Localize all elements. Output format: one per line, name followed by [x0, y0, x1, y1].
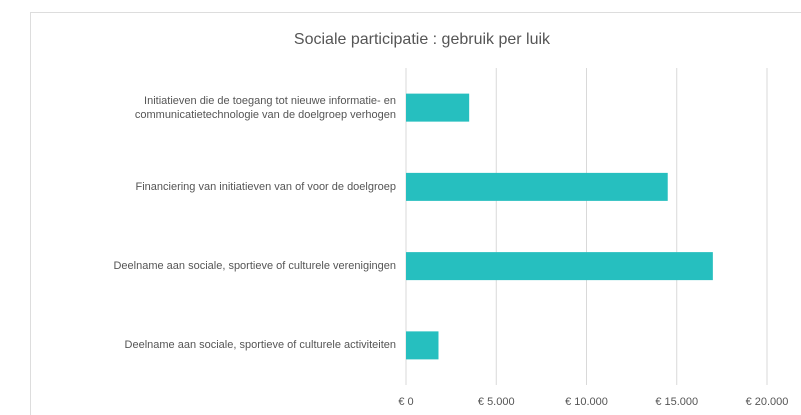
x-tick-label: € 5.000 — [478, 396, 515, 408]
bar — [406, 172, 668, 201]
x-tick-label: € 20.000 — [746, 396, 789, 408]
bar — [406, 93, 470, 122]
y-tick-label: Financiering van initiatieven van of voo… — [135, 180, 397, 193]
x-tick-label: € 10.000 — [565, 396, 608, 408]
y-tick-label: Deelname aan sociale, sportieve of cultu… — [124, 339, 396, 352]
y-tick-label: Deelname aan sociale, sportieve of cultu… — [113, 260, 396, 273]
x-tick-label: € 0 — [398, 396, 413, 408]
chart-title: Sociale participatie : gebruik per luik — [294, 31, 551, 48]
bar — [406, 331, 439, 360]
bar — [406, 252, 713, 281]
y-tick-label: Initiatieven die de toegang tot nieuwe i… — [134, 94, 396, 121]
x-tick-label: € 15.000 — [655, 396, 698, 408]
